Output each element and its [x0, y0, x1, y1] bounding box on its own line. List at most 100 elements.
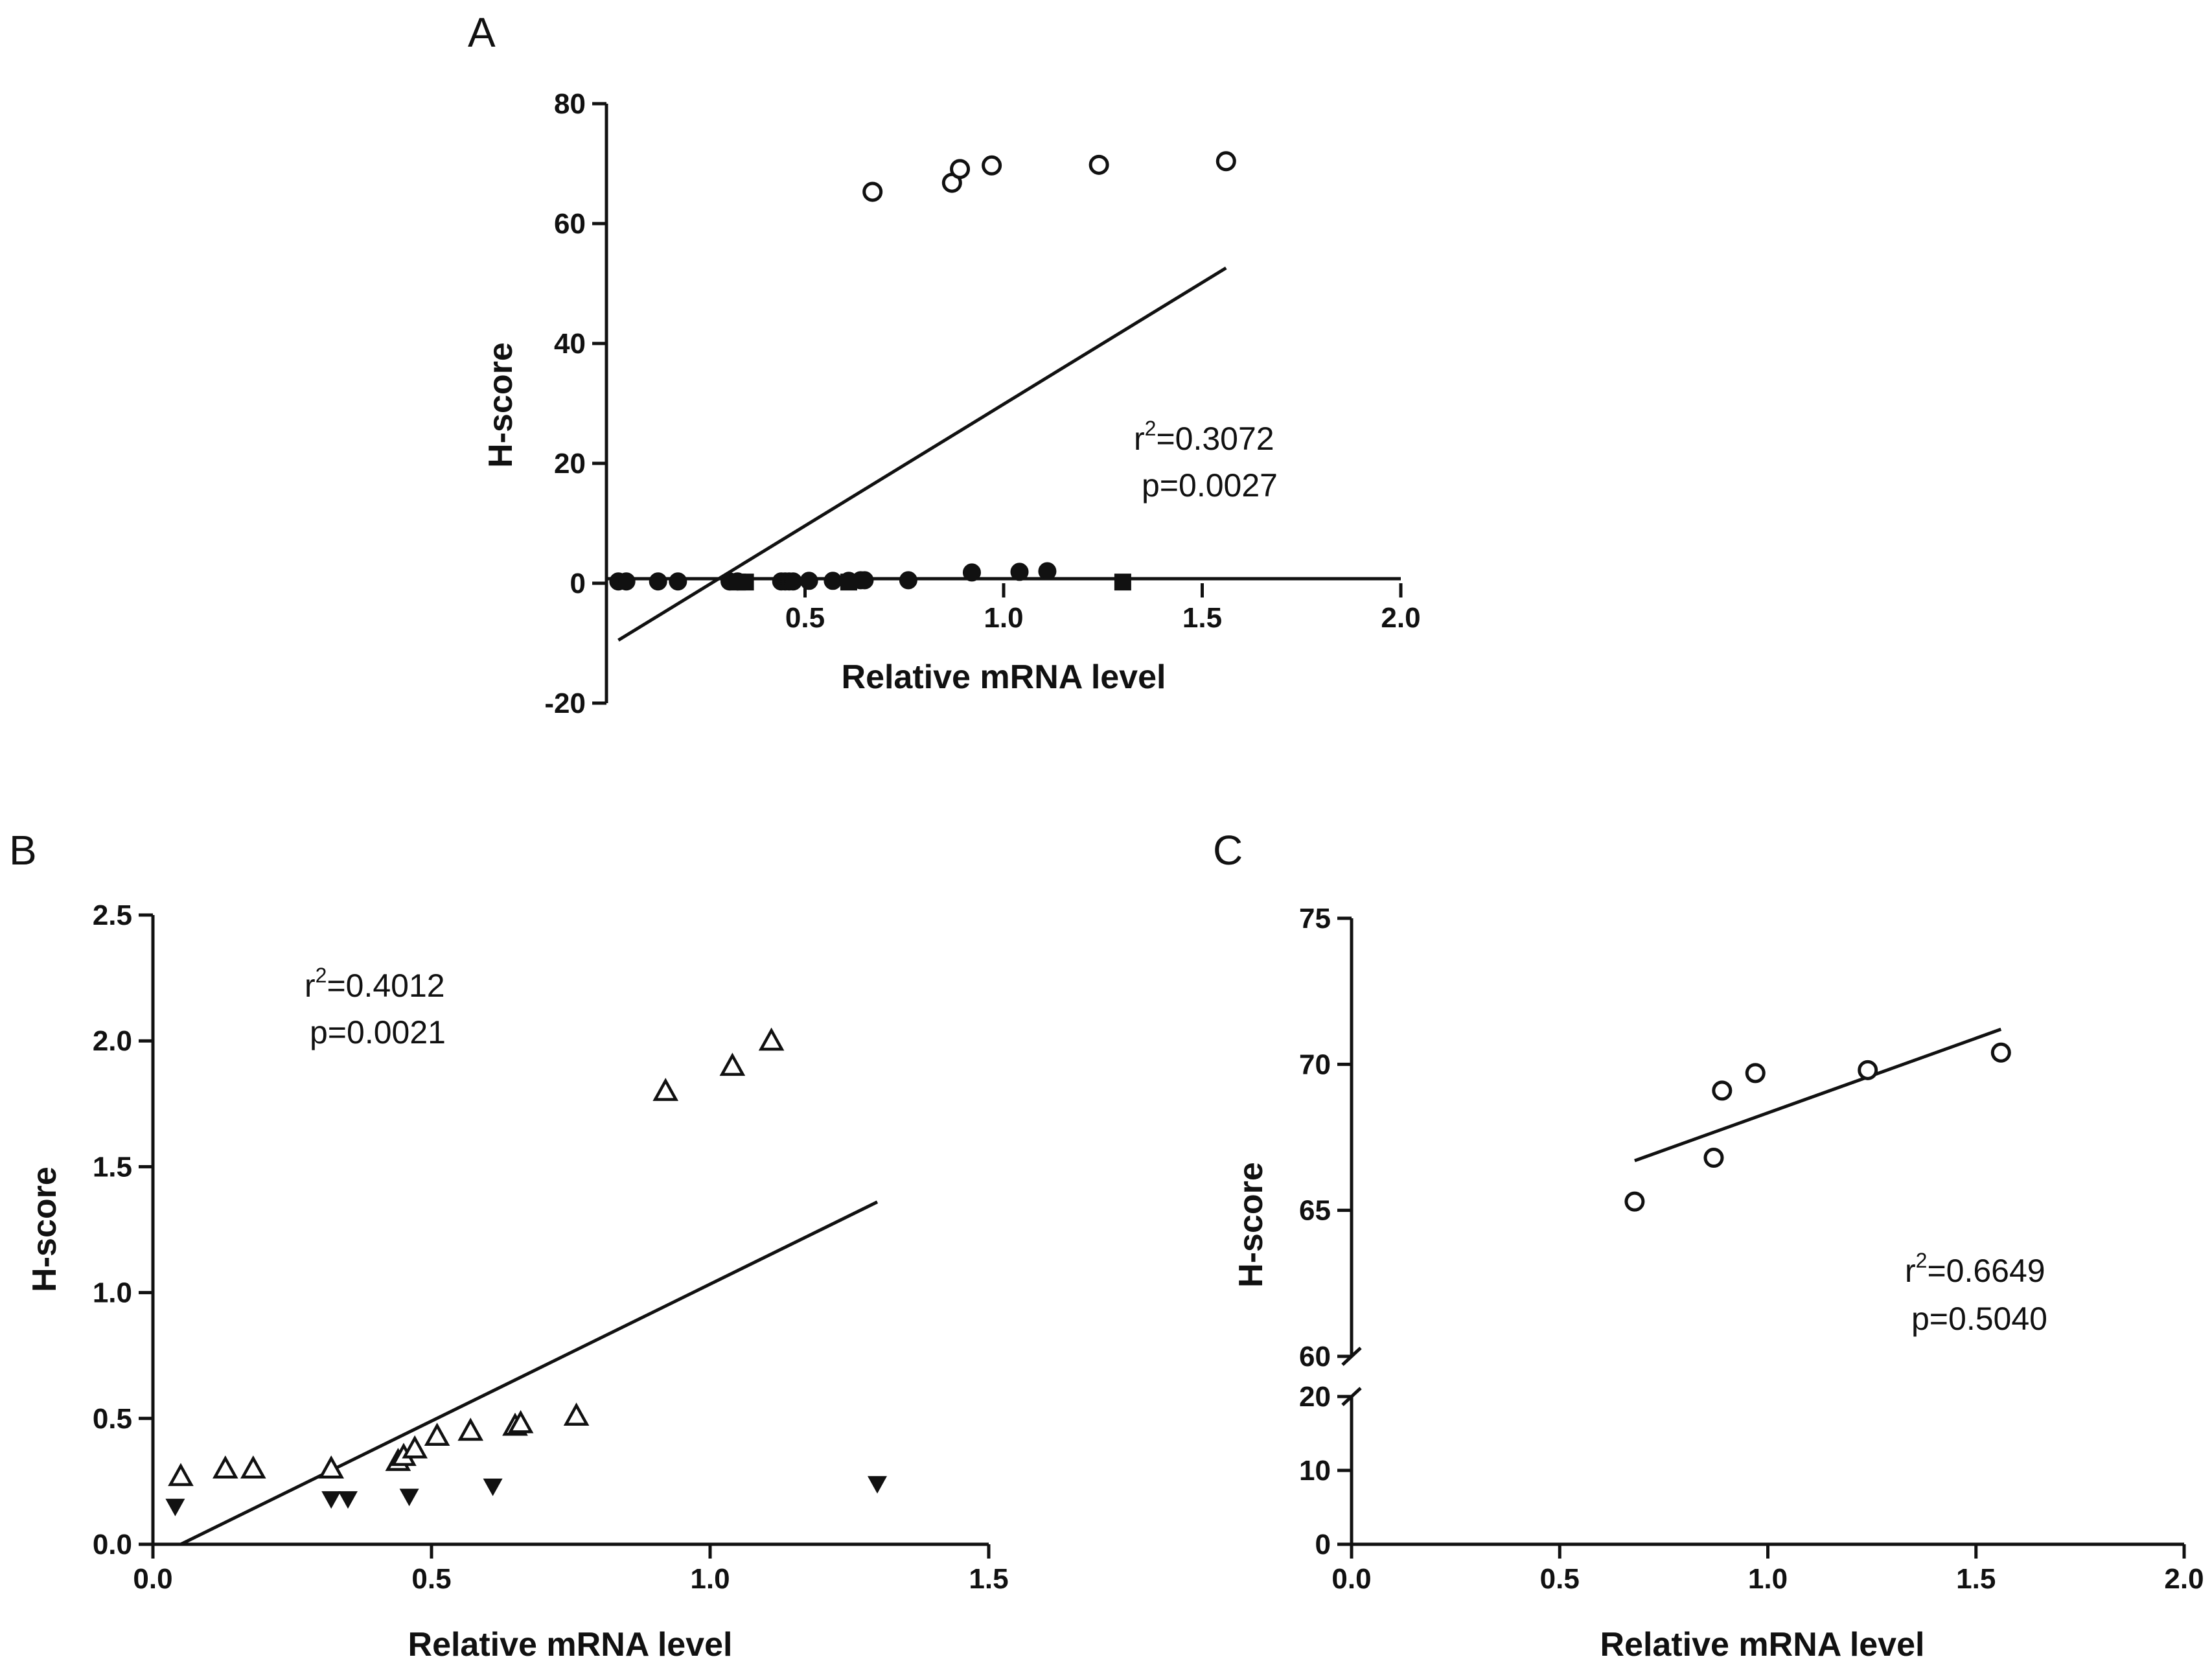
y-tick-label: 1.5 — [93, 1151, 132, 1183]
y-tick-label: 60 — [1299, 1341, 1331, 1373]
panel-b: B 0.0 0.5 1.0 1.5 2.0 2.5 0.0 0.5 1.0 1.5 Relati… — [9, 827, 1009, 1664]
panel-a-letter: A — [468, 9, 496, 56]
panel-c-y-axis-title: H-score — [1232, 1162, 1270, 1288]
data-point-filled-circle — [1038, 562, 1057, 581]
data-point-open-circle — [1858, 1060, 1878, 1080]
data-point-filled-triangle — [338, 1491, 358, 1509]
data-point-open-circle — [1745, 1063, 1766, 1084]
panel-c-r-squared: r2=0.6649 — [1905, 1249, 2045, 1289]
data-point-filled-circle — [855, 571, 874, 590]
panel-c-y-ticks: 60 65 70 75 0 10 20 — [1299, 903, 1352, 1560]
data-point-open-triangle — [318, 1455, 345, 1479]
panel-c-p-value: p=0.5040 — [1911, 1301, 2047, 1337]
data-point-filled-circle — [669, 572, 687, 591]
data-point-open-triangle — [424, 1422, 450, 1446]
x-tick-label: 1.5 — [969, 1563, 1008, 1595]
panel-a: A -20 0 20 40 60 80 0.5 1.0 1.5 2.0 Relative mRN… — [468, 9, 1421, 719]
data-point-open-circle — [982, 155, 1002, 176]
panel-b-x-ticks: 0.0 0.5 1.0 1.5 — [133, 1544, 1009, 1595]
data-point-filled-triangle — [165, 1498, 185, 1516]
data-point-filled-circle — [784, 572, 803, 591]
panel-c-regression-line — [1634, 1027, 2002, 1163]
y-tick-label: 65 — [1299, 1195, 1331, 1227]
data-point-open-circle — [1703, 1148, 1724, 1168]
y-tick-label: 60 — [554, 208, 586, 240]
data-point-filled-circle — [824, 572, 842, 590]
y-tick-label: 2.5 — [93, 899, 132, 931]
data-point-open-circle — [950, 159, 971, 180]
panel-a-regression-line — [617, 266, 1227, 642]
panel-b-letter: B — [9, 827, 37, 874]
y-tick-label: 40 — [554, 328, 586, 360]
panel-a-x-axis-title: Relative mRNA level — [842, 658, 1166, 696]
data-point-filled-circle — [1010, 562, 1029, 581]
y-tick-label: 70 — [1299, 1049, 1331, 1080]
panel-c-points — [1624, 1042, 2011, 1212]
y-tick-label: 20 — [554, 448, 586, 480]
data-point-open-triangle — [168, 1463, 194, 1487]
x-tick-label: 0.0 — [1331, 1563, 1371, 1595]
data-point-filled-circle — [649, 572, 667, 591]
data-point-filled-square — [737, 574, 754, 591]
y-tick-label: 1.0 — [93, 1277, 132, 1309]
panel-b-points — [165, 1027, 887, 1516]
data-point-open-circle — [1990, 1042, 2011, 1063]
y-tick-label: -20 — [544, 688, 586, 719]
data-point-filled-triangle — [321, 1491, 341, 1509]
x-tick-label: 1.0 — [984, 602, 1023, 634]
data-point-open-circle — [1215, 151, 1236, 172]
y-tick-label: 0.5 — [93, 1403, 132, 1435]
panel-b-x-axis-title: Relative mRNA level — [408, 1626, 733, 1664]
data-point-open-triangle — [652, 1078, 679, 1101]
x-tick-label: 1.5 — [1956, 1563, 1996, 1595]
x-tick-label: 0.5 — [785, 602, 825, 634]
panel-a-y-ticks: -20 0 20 40 60 80 — [544, 88, 606, 719]
x-tick-label: 0.5 — [411, 1563, 451, 1595]
y-tick-label: 0 — [1315, 1529, 1331, 1560]
panel-a-points — [609, 151, 1236, 591]
panel-c-x-axis-title: Relative mRNA level — [1600, 1626, 1925, 1664]
data-point-open-triangle — [758, 1027, 785, 1051]
data-point-filled-circle — [800, 572, 818, 590]
data-point-open-triangle — [457, 1417, 484, 1441]
y-tick-label: 80 — [554, 88, 586, 120]
data-point-open-triangle — [240, 1455, 266, 1479]
y-tick-label: 75 — [1299, 903, 1331, 934]
x-tick-label: 1.5 — [1182, 602, 1222, 634]
data-point-open-triangle — [212, 1455, 238, 1479]
data-point-filled-circle — [617, 572, 636, 591]
data-point-filled-square — [840, 574, 857, 591]
x-tick-label: 1.0 — [690, 1563, 730, 1595]
panel-b-regression-line — [179, 1200, 879, 1546]
x-tick-label: 0.5 — [1540, 1563, 1580, 1595]
data-point-filled-triangle — [868, 1476, 887, 1494]
data-point-open-triangle — [719, 1052, 746, 1076]
panel-b-y-ticks: 0.0 0.5 1.0 1.5 2.0 2.5 — [93, 899, 153, 1560]
y-tick-label: 2.0 — [93, 1025, 132, 1057]
data-point-open-circle — [862, 181, 883, 202]
panel-a-p-value: p=0.0027 — [1142, 467, 1278, 504]
data-point-open-circle — [1712, 1080, 1733, 1101]
data-point-filled-triangle — [399, 1489, 419, 1507]
x-tick-label: 2.0 — [2164, 1563, 2204, 1595]
y-tick-label: 0.0 — [93, 1529, 132, 1560]
panel-c: C 60 65 70 75 0 10 20 0.0 0.5 1.0 1.5 2.0 Relative… — [1213, 827, 2204, 1664]
data-point-filled-circle — [962, 563, 981, 582]
panel-c-letter: C — [1213, 827, 1243, 874]
data-point-open-triangle — [507, 1409, 534, 1433]
panel-a-y-axis-title: H-score — [482, 342, 520, 468]
x-tick-label: 2.0 — [1381, 602, 1420, 634]
panel-c-x-ticks: 0.0 0.5 1.0 1.5 2.0 — [1331, 1544, 2204, 1595]
panel-a-r-squared: r2=0.3072 — [1134, 417, 1274, 457]
data-point-open-circle — [1624, 1191, 1645, 1212]
data-point-filled-circle — [899, 571, 917, 590]
panel-b-p-value: p=0.0021 — [310, 1014, 446, 1050]
x-tick-label: 1.0 — [1748, 1563, 1788, 1595]
y-tick-label: 20 — [1299, 1381, 1331, 1413]
data-point-open-triangle — [563, 1402, 590, 1426]
panel-b-r-squared: r2=0.4012 — [305, 964, 445, 1004]
y-tick-label: 0 — [570, 568, 586, 599]
panel-b-y-axis-title: H-score — [26, 1166, 63, 1292]
data-point-open-triangle — [402, 1435, 428, 1459]
